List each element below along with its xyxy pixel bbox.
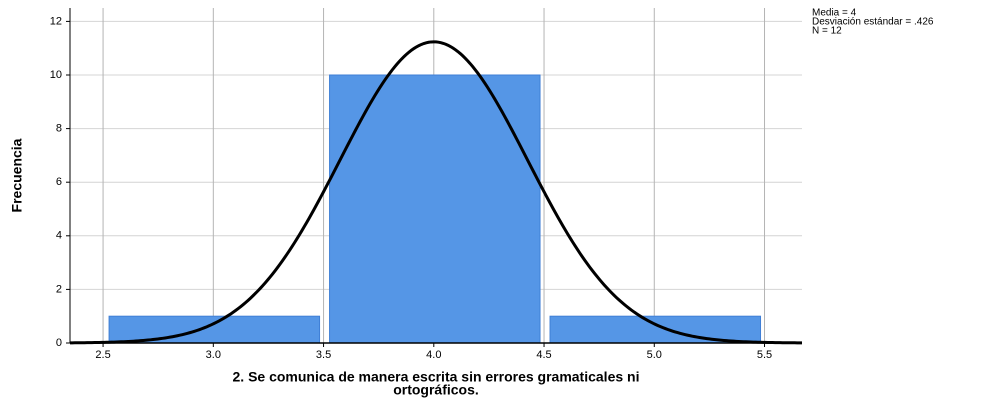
bar	[108, 315, 321, 344]
y-tick-label: 10	[50, 69, 62, 81]
annotation: N = 12	[812, 26, 842, 37]
x-tick-label: 2.5	[95, 349, 110, 361]
x-tick-label: 5.0	[647, 349, 662, 361]
y-tick-label: 0	[56, 337, 62, 349]
x-tick-label: 3.5	[316, 349, 331, 361]
x-tick-label: 3.0	[206, 349, 221, 361]
x-axis-label: 2. Se comunica de manera escrita sin err…	[233, 369, 640, 385]
y-tick-label: 6	[56, 176, 62, 188]
y-tick-label: 12	[50, 15, 62, 27]
bar	[549, 315, 762, 344]
x-tick-label: 5.5	[757, 349, 772, 361]
bar	[329, 74, 541, 344]
y-tick-label: 2	[56, 283, 62, 295]
normal-curve	[69, 40, 803, 345]
x-tick-label: 4.0	[426, 349, 441, 361]
annotation: Desviación estándar = .426	[812, 17, 934, 28]
y-axis-label: Frecuencia	[9, 138, 25, 212]
annotation: Media = 4	[812, 8, 857, 19]
y-tick-label: 4	[56, 230, 62, 242]
x-axis-label: ortográficos.	[393, 382, 479, 398]
x-tick-label: 4.5	[536, 349, 551, 361]
y-tick-label: 8	[56, 123, 62, 135]
